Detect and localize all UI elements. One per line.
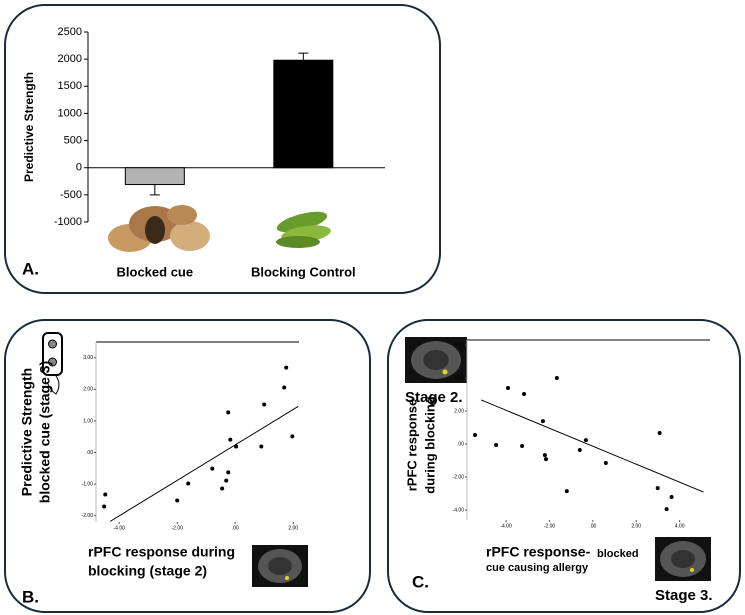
y-axis-label: blocked cue (stage 3) [37,361,53,503]
annotation: Stage 2. [405,389,463,406]
x-tick-label: -2.00 [171,525,183,531]
point [564,489,569,494]
y-tick-label: 2500 [58,26,82,38]
panel-frame [4,4,441,294]
x-tick-label: .00 [589,523,596,529]
y-tick-label: 2.00 [454,408,464,414]
point [262,402,267,407]
point [282,385,287,390]
y-axis-label: Predictive Strength [19,368,35,496]
point [494,443,499,448]
point [655,486,660,491]
bar [124,167,185,186]
error-bar [149,184,160,196]
x-axis-label: cue causing allergy [486,562,589,574]
x-axis-label: rPFC response- [486,544,591,560]
point [284,365,289,370]
point [506,386,511,391]
y-tick-label: 1.00 [83,418,93,424]
y-tick-label: 3.00 [83,355,93,361]
y-tick-label: -1.00 [82,481,94,487]
y-tick-label: -1000 [54,216,82,228]
y-tick-label: 0 [76,162,82,174]
error-bar [298,52,309,61]
panel-label: B. [22,587,39,606]
point [210,466,215,471]
mushroom-picture [108,205,210,252]
x-tick-label: .00 [232,525,239,531]
x-tick-label: 4.00 [675,523,685,529]
y-tick-label: 6.00 [454,342,464,348]
traffic-light-icon [42,332,63,395]
point [522,392,527,396]
point [228,437,233,442]
point [234,444,239,449]
y-tick-label: -4.00 [453,507,465,513]
point [220,486,225,491]
point [583,438,588,443]
x-axis-label: blocking (stage 2) [88,563,207,579]
brain-image [405,337,467,383]
y-tick-label: 2000 [58,53,82,65]
annotation: Stage 3. [655,587,713,604]
point [543,457,548,462]
y-tick-label: 1500 [58,80,82,92]
x-tick-label: -2.00 [544,523,556,529]
y-tick-label: 4.00 [454,375,464,381]
x-tick-label: -4.00 [500,523,512,529]
brain-image [252,545,308,587]
x-axis-label: rPFC response during [88,544,235,560]
y-tick-label: -2.00 [453,474,465,480]
panel-label: C. [412,572,429,591]
point [226,470,231,475]
bar [273,59,334,169]
point [186,481,191,486]
point [175,498,180,503]
x-tick-label: 2.00 [631,523,641,529]
y-tick-label: .00 [86,450,93,456]
point [657,430,662,435]
fit-line [480,399,704,493]
pepper-picture [276,211,331,248]
point [669,495,674,500]
point [554,375,559,380]
point [290,434,295,439]
x-tick-label: 2.00 [288,525,298,531]
y-tick-label: -2.00 [82,513,94,519]
point [224,478,229,483]
panel-frame [387,319,741,613]
point [226,410,231,415]
y-axis-label: rPFC response [404,399,419,491]
y-tick-label: -500 [60,189,82,201]
y-axis-label: Predictive Strength [22,72,36,182]
point [542,453,547,458]
point [603,461,608,466]
fit-line [109,405,299,522]
point [540,419,545,424]
x-tick-label: Blocked cue [117,264,194,279]
point [520,444,525,449]
point [664,507,669,512]
point [102,504,107,509]
y-axis-label: during blocking [422,396,437,494]
point [577,447,582,452]
point [259,444,264,449]
point [103,492,108,497]
x-tick-label: -4.00 [113,525,125,531]
x-tick-label: Blocking Control [251,264,356,279]
y-tick-label: 500 [64,134,82,146]
y-tick-label: 2.00 [83,387,93,393]
panel-label: A. [22,259,39,278]
x-axis-label: blocked [597,548,639,560]
y-tick-label: 1000 [58,107,82,119]
y-tick-label: .00 [457,441,464,447]
brain-image [655,537,711,581]
point [473,432,478,437]
